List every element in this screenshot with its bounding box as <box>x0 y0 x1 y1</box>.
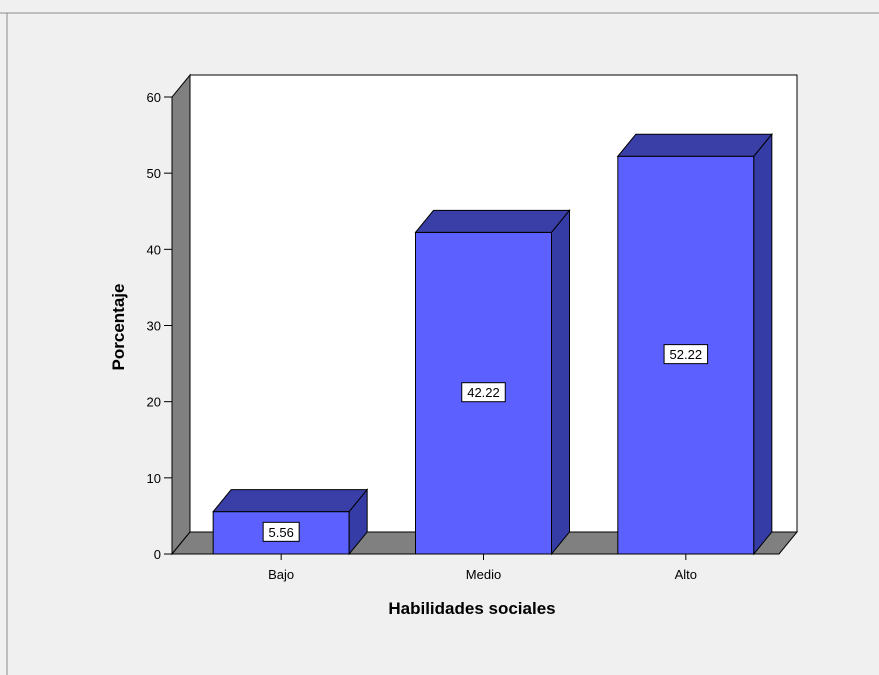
y-tick-label: 40 <box>147 242 161 257</box>
data-label: 52.22 <box>670 347 703 362</box>
bars-group: 5.56 42.22 52.22 <box>212 132 773 556</box>
x-axis: Bajo Medio Alto <box>172 553 779 582</box>
bar: 42.22 <box>414 209 571 556</box>
bar-side <box>753 132 773 556</box>
y-axis: 0 10 20 30 40 50 60 <box>147 90 173 562</box>
data-label: 5.56 <box>269 525 294 540</box>
x-tick-label: Medio <box>466 567 501 582</box>
bar: 52.22 <box>616 132 773 556</box>
y-tick-label: 30 <box>147 319 161 334</box>
bar: 5.56 <box>212 488 369 556</box>
x-tick-label: Bajo <box>268 567 294 582</box>
data-label-box <box>663 344 709 365</box>
data-label-box <box>461 382 506 403</box>
data-label: 42.22 <box>467 385 500 400</box>
y-tick-label: 20 <box>147 395 161 410</box>
plot-left-wall <box>171 73 191 556</box>
bar-top <box>616 133 773 157</box>
y-axis-title: Porcentaje <box>109 284 128 371</box>
y-tick-label: 60 <box>147 90 161 105</box>
y-tick-label: 0 <box>154 547 161 562</box>
bar-side <box>348 488 368 556</box>
x-tick-label: Alto <box>675 567 697 582</box>
bar-side <box>551 209 570 556</box>
y-tick-label: 50 <box>147 166 161 181</box>
y-tick-label: 10 <box>147 471 161 486</box>
bar-top <box>414 209 571 233</box>
bar-top <box>212 489 369 513</box>
x-axis-title: Habilidades sociales <box>388 599 555 618</box>
data-label-box <box>262 521 300 542</box>
